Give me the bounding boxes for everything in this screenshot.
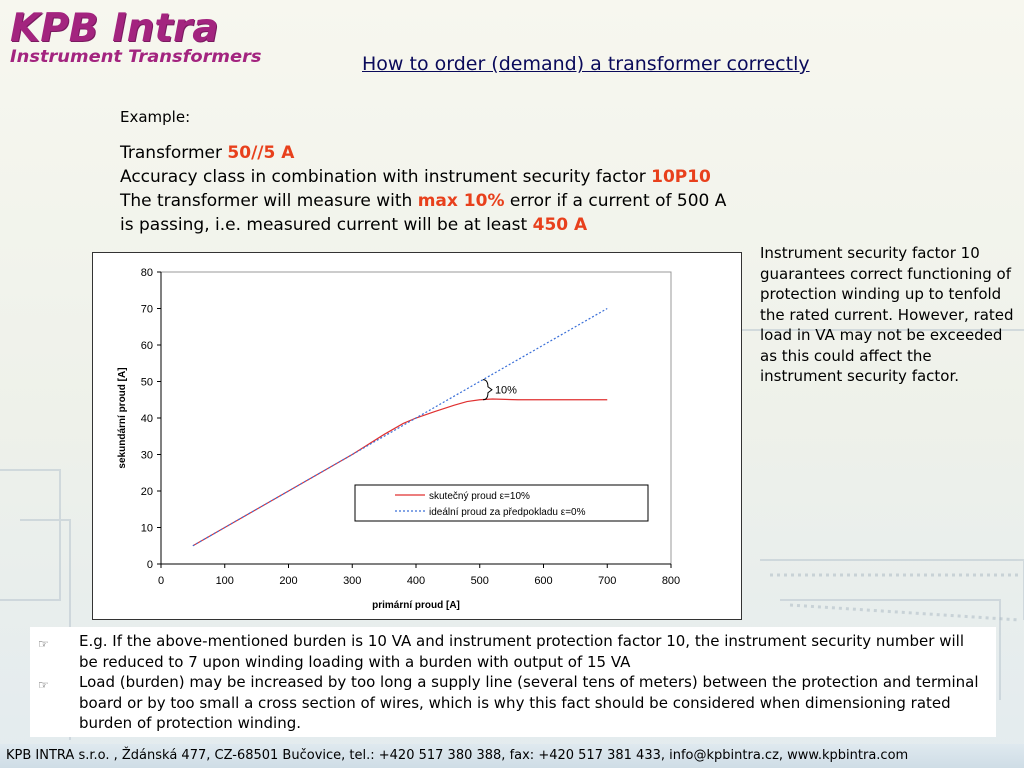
example-label: Example: — [120, 108, 191, 126]
x-tick-label: 0 — [158, 575, 164, 587]
intro-text: Transformer 50//5 A Accuracy class in co… — [120, 141, 860, 237]
logo-sub-text: Instrument Transformers — [10, 47, 262, 67]
y-tick-label: 80 — [141, 267, 153, 279]
max-error-value: max 10% — [417, 191, 505, 211]
intro-line-3: The transformer will measure with max 10… — [120, 189, 860, 213]
notes-box: ☞ E.g. If the above-mentioned burden is … — [30, 627, 996, 737]
pointing-hand-icon: ☞ — [38, 637, 49, 651]
y-tick-label: 0 — [147, 559, 153, 571]
x-tick-label: 300 — [343, 575, 361, 587]
intro-line-3-text-b: error if a current of 500 A — [504, 191, 727, 211]
y-tick-label: 30 — [141, 450, 153, 462]
x-axis-label: primární proud [A] — [372, 600, 460, 611]
note-text-2: Load (burden) may be increased by too lo… — [79, 673, 979, 732]
legend-label-2: ideální proud za předpokladu ε=0% — [429, 507, 586, 518]
intro-line-1: Transformer 50//5 A — [120, 141, 860, 165]
x-tick-label: 400 — [407, 575, 425, 587]
note-item: ☞ Load (burden) may be increased by too … — [38, 672, 986, 734]
footer-contact: KPB INTRA s.r.o. , Ždánská 477, CZ-68501… — [0, 744, 1024, 768]
page-title: How to order (demand) a transformer corr… — [362, 53, 810, 75]
pointing-hand-icon: ☞ — [38, 678, 49, 692]
y-tick-label: 10 — [141, 523, 153, 535]
accuracy-class-value: 10P10 — [651, 167, 711, 187]
rating-value: 50//5 A — [227, 143, 295, 163]
annotation-brace — [482, 379, 493, 401]
y-tick-label: 40 — [141, 413, 153, 425]
x-tick-label: 100 — [216, 575, 234, 587]
intro-line-2-text: Accuracy class in combination with instr… — [120, 167, 652, 187]
y-tick-label: 50 — [141, 377, 153, 389]
series-line-1 — [192, 398, 608, 547]
x-tick-label: 500 — [471, 575, 489, 587]
intro-line-4: is passing, i.e. measured current will b… — [120, 213, 860, 237]
legend-box — [354, 484, 649, 522]
y-tick-label: 20 — [141, 486, 153, 498]
intro-line-1-text: Transformer — [120, 143, 228, 163]
logo-main-text: KPB Intra — [10, 6, 219, 51]
x-tick-label: 700 — [598, 575, 616, 587]
intro-line-3-text-a: The transformer will measure with — [120, 191, 418, 211]
company-logo: KPB Intra Instrument Transformers — [10, 6, 340, 67]
y-axis-label: sekundární proud [A] — [117, 367, 128, 468]
note-text-1: E.g. If the above-mentioned burden is 10… — [79, 632, 964, 671]
annotation-label: 10% — [495, 385, 517, 397]
series-line-2 — [192, 307, 608, 547]
note-item: ☞ E.g. If the above-mentioned burden is … — [38, 631, 986, 672]
side-note: Instrument security factor 10 guarantees… — [760, 244, 1014, 385]
min-current-value: 450 A — [532, 215, 588, 235]
intro-line-2: Accuracy class in combination with instr… — [120, 165, 860, 189]
y-tick-label: 60 — [141, 340, 153, 352]
x-tick-label: 600 — [534, 575, 552, 587]
chart-container: 0 10 20 30 40 50 60 70 80 0 100 200 300 400 500 600 700 8… — [92, 252, 742, 620]
x-tick-label: 200 — [279, 575, 297, 587]
legend-label-1: skutečný proud ε=10% — [429, 491, 530, 502]
intro-line-4-text: is passing, i.e. measured current will b… — [120, 215, 533, 235]
x-tick-label: 800 — [662, 575, 680, 587]
y-tick-label: 70 — [141, 304, 153, 316]
